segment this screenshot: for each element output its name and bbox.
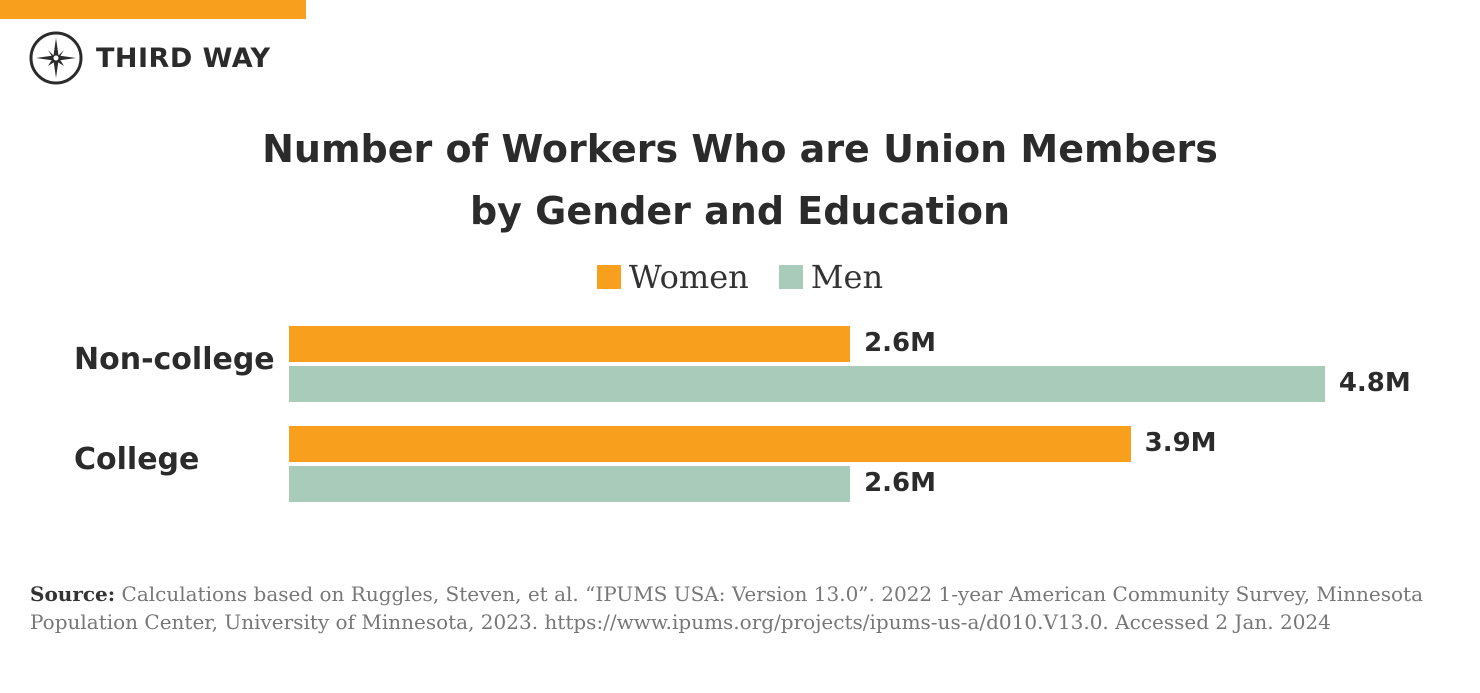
data-label: 2.6M bbox=[864, 468, 937, 498]
legend-swatch bbox=[596, 265, 621, 289]
accent-bar bbox=[0, 0, 306, 19]
compass-icon bbox=[29, 31, 83, 85]
logo: THIRD WAY bbox=[28, 30, 271, 86]
legend-item-women: Women bbox=[596, 258, 749, 296]
source-label: Source: bbox=[30, 582, 116, 606]
legend-label: Men bbox=[810, 258, 884, 296]
legend-item-men: Men bbox=[778, 258, 884, 296]
legend: Women Men bbox=[0, 258, 1480, 296]
bar-women-non-college bbox=[289, 326, 851, 362]
data-label: 3.9M bbox=[1144, 428, 1217, 458]
bar-men-non-college bbox=[289, 366, 1325, 402]
chart-title: Number of Workers Who are Union Members … bbox=[0, 118, 1480, 242]
legend-swatch bbox=[778, 265, 803, 289]
title-line-1: Number of Workers Who are Union Members bbox=[262, 127, 1218, 171]
bar-women-college bbox=[289, 426, 1131, 462]
data-label: 2.6M bbox=[864, 328, 937, 358]
source-text: Calculations based on Ruggles, Steven, e… bbox=[30, 582, 1424, 634]
legend-label: Women bbox=[628, 258, 749, 296]
data-label: 4.8M bbox=[1338, 368, 1411, 398]
bar-men-college bbox=[289, 466, 851, 502]
brand-name: THIRD WAY bbox=[96, 42, 271, 74]
source-note: Source: Calculations based on Ruggles, S… bbox=[30, 580, 1430, 636]
category-label: Non-college bbox=[74, 342, 275, 377]
title-line-2: by Gender and Education bbox=[469, 189, 1010, 233]
category-label: College bbox=[74, 442, 200, 477]
